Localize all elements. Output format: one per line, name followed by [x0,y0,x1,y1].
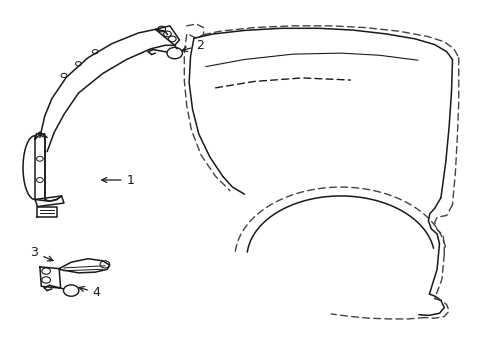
Text: 2: 2 [182,39,204,52]
Text: 4: 4 [79,286,101,299]
Text: 3: 3 [31,246,53,261]
Text: 1: 1 [102,174,134,186]
